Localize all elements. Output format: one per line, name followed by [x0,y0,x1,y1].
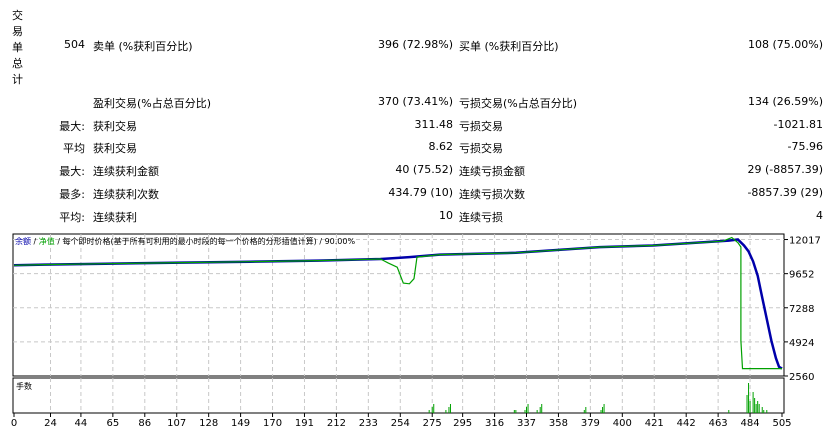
right-value: -1021.81 [773,118,823,131]
y-tick-label: 12017 [789,236,821,247]
left-value: 434.79 (10) [388,186,453,199]
x-tick-label: 316 [485,418,504,429]
y-tick-label: 7288 [789,304,814,315]
x-tick-label: 400 [613,418,632,429]
right-value: -8857.39 (29) [747,186,823,199]
right-value: -75.96 [787,140,823,153]
x-tick-label: 170 [263,418,282,429]
volume-label: 手数 [16,381,32,391]
x-tick-label: 463 [709,418,728,429]
right-value: 29 (-8857.39) [747,163,823,176]
legend-equity: 净值 [39,236,55,246]
right-label: 连续亏损次数 [459,188,525,201]
x-tick-label: 0 [11,418,17,429]
y-tick-label: 2560 [789,372,814,383]
x-tick-label: 442 [677,418,696,429]
x-tick-label: 505 [772,418,791,429]
x-tick-label: 337 [517,418,536,429]
right-value: 134 (26.59%) [747,95,823,108]
right-label: 亏损交易 [459,120,503,133]
left-value: 311.48 [414,118,454,131]
volume-pane [12,377,785,414]
left-label: 获利交易 [93,120,137,133]
row-prefix: 最大: [59,165,85,178]
x-tick-label: 421 [645,418,664,429]
x-tick-label: 379 [581,418,600,429]
right-label: 连续亏损金额 [459,165,525,178]
left-label: 连续获利 [93,211,137,224]
right-label: 买单 (%获利百分比) [459,40,559,53]
x-tick-label: 44 [75,418,88,429]
x-tick-label: 254 [391,418,410,429]
legend-rest: / 每个即时价格(基于所有可利用的最小时段的每一个价格的分形插值计算) / 90… [55,236,356,246]
left-value: 40 (75.52) [395,163,453,176]
x-tick-label: 358 [549,418,568,429]
right-label: 亏损交易 [459,142,503,155]
x-tick-label: 212 [327,418,346,429]
x-tick-label: 484 [741,418,760,429]
chart-legend: 余额 / 净值 / 每个即时价格(基于所有可利用的最小时段的每一个价格的分形插值… [15,236,355,246]
right-label: 亏损交易(%占总百分比) [459,97,578,110]
y-tick-label: 9652 [789,270,814,281]
right-label: 连续亏损 [459,211,503,224]
legend-sep1: / [31,237,39,246]
equity-line [13,236,782,370]
x-tick-label: 128 [199,418,218,429]
x-tick-label: 107 [167,418,186,429]
right-value: 4 [816,209,823,222]
right-value: 108 (75.00%) [747,38,823,51]
y-tick-label: 4924 [789,338,814,349]
left-label: 卖单 (%获利百分比) [93,40,193,53]
x-tick-label: 24 [44,418,57,429]
balance-chart: 0 24 44 65 86 107 128 149 170 191 212 233 254 275 295 3… [11,233,821,429]
x-tick-label: 86 [138,418,151,429]
legend-balance: 余额 [15,236,31,246]
x-tick-label: 295 [453,418,472,429]
left-value: 8.62 [428,140,454,153]
x-tick-label: 275 [423,418,442,429]
left-label: 获利交易 [93,142,137,155]
x-tick-label: 149 [231,418,250,429]
left-label: 盈利交易(%占总百分比) [93,97,212,110]
left-label: 连续获利次数 [93,188,159,201]
left-value: 370 (73.41%) [377,95,453,108]
row-prefix: 最多: [59,188,85,201]
main-pane [12,233,785,377]
x-tick-label: 233 [359,418,378,429]
row-prefix: 平均: [59,211,85,224]
left-value: 10 [439,209,453,222]
x-tick-label: 65 [106,418,119,429]
trades-total-label: 交易单总计 [12,9,23,86]
row-prefix: 平均 [63,142,85,155]
left-value: 396 (72.98%) [377,38,453,51]
total-trades-value: 504 [64,38,85,51]
left-label: 连续获利金额 [93,165,159,178]
x-tick-label: 191 [295,418,314,429]
row-prefix: 最大: [59,120,85,133]
